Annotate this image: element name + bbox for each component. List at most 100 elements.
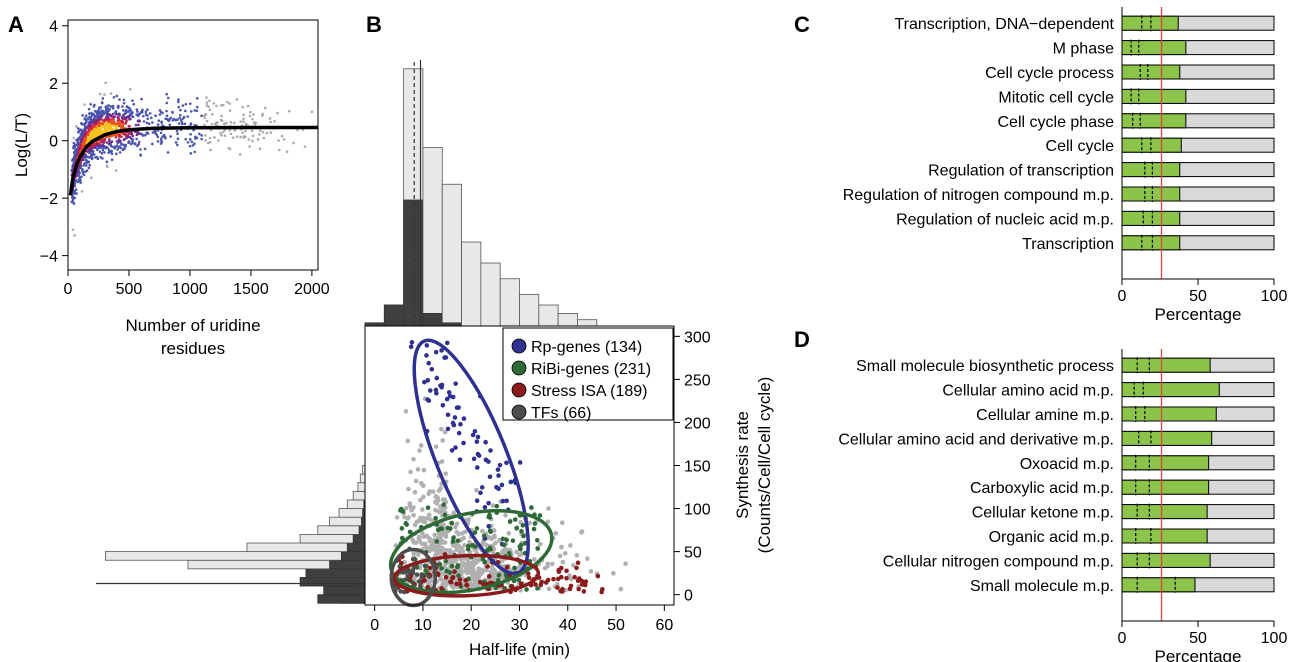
data-point [439,459,445,464]
category-label: Transcription, DNA−dependent [894,16,1114,33]
data-point [220,104,223,107]
data-point [407,503,413,508]
data-point [514,549,519,555]
data-point [151,121,154,124]
data-point [405,573,410,579]
data-point [157,119,161,122]
data-point [422,563,428,569]
data-point [105,160,109,164]
data-point [100,118,104,122]
data-point [114,169,118,172]
data-point [545,577,551,583]
data-point [181,117,185,120]
bar [1121,235,1181,251]
data-point [166,96,170,100]
data-point [490,566,495,572]
data-point [410,537,416,543]
legend-label: Stress ISA (189) [531,383,648,400]
category-label: Transcription [1022,236,1114,253]
data-point [228,147,232,151]
data-point [550,561,555,567]
data-point [418,497,423,503]
data-point [421,467,427,473]
y-tick-label-b: 150 [684,459,711,476]
data-point [467,539,472,545]
data-point [165,101,169,105]
data-point [151,131,155,134]
data-point [84,137,87,140]
bar [1121,479,1210,495]
data-point [433,515,438,521]
data-point [78,135,82,139]
data-point [215,104,218,108]
data-point [89,118,92,121]
data-point [189,152,193,155]
data-point [477,579,483,585]
data-point [420,515,426,521]
data-point [147,122,151,126]
data-point [435,508,441,514]
data-point [81,167,84,171]
data-point [482,504,488,510]
data-point [247,138,251,141]
data-point [105,165,109,169]
data-point [277,139,280,142]
data-point [555,585,560,590]
data-point [273,119,276,123]
data-point [156,135,160,139]
data-point [74,125,78,128]
data-point [413,478,419,484]
histogram-bar [422,147,443,327]
bar [1121,504,1208,520]
x-tick-label-a: 0 [64,281,73,298]
data-point [532,521,538,526]
data-point [420,530,425,536]
data-point [131,141,134,145]
category-label: Carboxylic acid m.p. [970,480,1114,497]
data-point [416,552,421,557]
bar [1121,552,1211,568]
data-point [398,588,403,594]
data-point [156,140,160,143]
data-point [263,106,267,110]
data-point [440,402,446,408]
data-point [479,485,485,490]
data-point [448,579,453,585]
panel-d: D Small molecule biosynthetic process Cell… [794,327,1287,662]
data-point [184,102,188,106]
data-point [123,137,126,141]
data-point [110,140,114,143]
data-point [95,128,99,132]
data-point [122,143,125,147]
data-point [76,138,79,141]
data-point [248,114,252,118]
data-point [111,112,115,116]
data-point [135,137,138,141]
data-point [470,432,476,438]
data-point [248,145,251,148]
data-point [165,92,169,96]
category-label: Cell cycle phase [998,114,1115,131]
data-point [488,529,493,535]
data-point [499,482,505,488]
histogram-bar-subset [422,312,443,327]
data-point [105,112,109,115]
y-axis-label-b: (Counts/Cell/Cell cycle) [755,377,774,554]
data-point [449,520,455,526]
category-label: Cellular amino acid m.p. [942,383,1114,400]
data-point [71,196,74,200]
data-point [450,539,456,544]
data-point [433,349,439,355]
data-point [112,124,116,128]
data-point [424,343,430,348]
data-point [111,119,115,122]
data-point [76,143,79,147]
data-point [462,542,467,548]
data-point [242,117,245,121]
data-point [131,115,135,119]
data-point [406,515,411,520]
data-point [517,460,523,465]
data-point [618,586,624,592]
data-point [450,574,456,580]
histogram-bar-subset [346,542,366,553]
